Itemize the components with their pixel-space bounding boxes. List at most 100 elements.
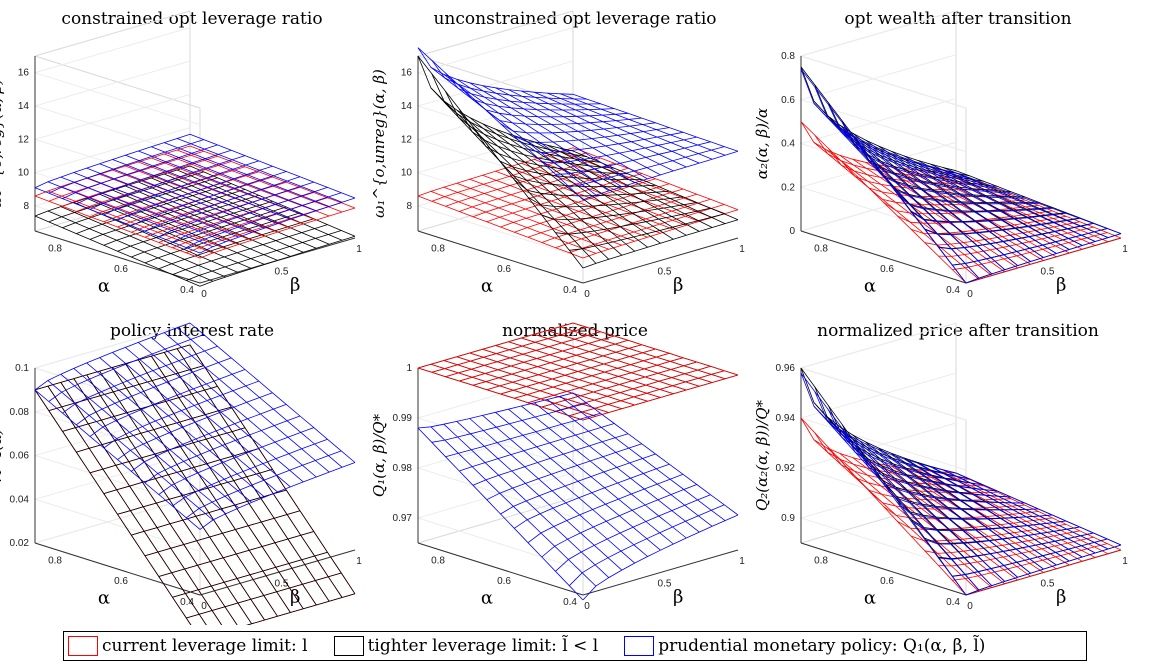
surface-mesh-line xyxy=(546,399,713,527)
surface-mesh-line xyxy=(164,173,330,245)
surface-mesh-line xyxy=(534,91,700,164)
surface-mesh-line xyxy=(559,93,726,156)
surface-mesh-line xyxy=(495,170,661,234)
surface-3 xyxy=(34,322,356,530)
surface-mesh-line xyxy=(430,87,597,264)
z-axis-label: ω₁^{o,unreg}(α, β) xyxy=(370,69,388,218)
alpha-tick-label: 0.6 xyxy=(497,264,511,275)
z-axis-label: r₁^I(α) xyxy=(0,429,5,483)
alpha-axis-line xyxy=(34,542,201,596)
surface-mesh-line xyxy=(430,191,597,254)
surface-mesh-line xyxy=(186,450,342,519)
beta-tick-label: 0.5 xyxy=(658,579,672,590)
z-tick-label: 14 xyxy=(18,101,30,112)
surface-mesh-line xyxy=(456,109,623,256)
beta-tick-label: 1 xyxy=(1122,244,1128,255)
surface-mesh-line xyxy=(430,66,597,196)
panel-title: constrained opt leverage ratio xyxy=(61,9,322,29)
surface-mesh-line xyxy=(131,404,287,472)
beta-tick-label: 1 xyxy=(1122,556,1128,567)
surface-mesh-line xyxy=(904,467,1070,566)
surface-mesh-line xyxy=(86,374,253,625)
surface-mesh-line xyxy=(955,472,1122,551)
surface-mesh-line xyxy=(582,150,739,201)
surface-mesh-line xyxy=(47,385,207,625)
surface-mesh-line xyxy=(86,362,252,503)
surface-mesh-line xyxy=(942,169,1109,238)
legend-item-current: current leverage limit: l xyxy=(68,636,308,656)
surface-mesh-line xyxy=(952,228,1108,266)
surface-mesh-line xyxy=(151,177,317,249)
alpha-axis-label: α xyxy=(481,275,493,296)
panel-title: normalized price after transition xyxy=(817,321,1099,341)
surface-mesh-line xyxy=(443,74,610,192)
surface-mesh-line xyxy=(942,171,1109,243)
axes-edge xyxy=(34,10,191,57)
surface-3 xyxy=(800,68,1122,284)
surface-mesh-line xyxy=(189,145,356,209)
surface-mesh-line xyxy=(582,209,739,259)
alpha-tick-label: 0.8 xyxy=(48,243,62,254)
alpha-axis-label: α xyxy=(864,275,876,296)
surface-mesh-line xyxy=(878,449,1044,570)
surface-mesh-line xyxy=(60,176,226,243)
alpha-tick-label: 0.6 xyxy=(114,264,128,275)
surface-mesh-line xyxy=(163,352,330,602)
panel-title: policy interest rate xyxy=(110,321,274,341)
surface-mesh-line xyxy=(131,206,287,258)
surface-mesh-line xyxy=(60,382,223,625)
surface-mesh-line xyxy=(34,389,192,625)
surface-mesh-line xyxy=(186,230,342,281)
alpha-tick-label: 0.6 xyxy=(497,576,511,587)
alpha-tick-label: 0.4 xyxy=(946,597,960,608)
surface-mesh-line xyxy=(151,337,317,478)
surface-3 xyxy=(800,372,1122,596)
surface-mesh-line xyxy=(813,103,980,279)
surface-3 xyxy=(417,47,739,201)
surface-mesh-line xyxy=(417,47,574,95)
surface-mesh-line xyxy=(534,141,700,232)
surface-mesh-line xyxy=(246,593,356,625)
beta-tick-label: 1 xyxy=(356,556,362,567)
surface-mesh-line xyxy=(76,357,232,426)
surface-mesh-line xyxy=(482,348,648,402)
beta-tick-label: 1 xyxy=(739,556,745,567)
panel-title: unconstrained opt leverage ratio xyxy=(433,9,716,29)
z-tick-label: 0.96 xyxy=(776,363,796,374)
surface-mesh-line xyxy=(508,166,674,230)
surface-mesh-line xyxy=(48,334,204,402)
surface-panel-5: normalized price0.970.980.99100.510.40.6… xyxy=(370,321,745,612)
legend-label: current leverage limit: l xyxy=(102,636,308,656)
surface-mesh-line xyxy=(942,471,1109,555)
panel-title: opt wealth after transition xyxy=(844,9,1071,29)
surface-mesh-line xyxy=(125,185,291,257)
surface-mesh-line xyxy=(99,193,265,265)
surface-mesh-line xyxy=(942,469,1109,550)
alpha-tick-label: 0.4 xyxy=(563,285,577,296)
surface-mesh-line xyxy=(117,392,273,460)
beta-tick-label: 0 xyxy=(584,289,590,300)
surface-mesh-line xyxy=(559,147,726,224)
surface-mesh-line xyxy=(163,332,330,473)
surface-3 xyxy=(34,133,356,254)
legend-label: prudential monetary policy: Q₁(α, β, l̃) xyxy=(658,636,986,656)
surface-3 xyxy=(417,392,739,601)
surface-mesh-line xyxy=(800,121,967,284)
alpha-axis-line xyxy=(800,542,967,596)
surface-mesh-line xyxy=(482,123,648,248)
legend: current leverage limit: l tighter levera… xyxy=(63,631,1087,661)
surface-mesh-line xyxy=(955,472,1122,546)
axis-lines xyxy=(34,368,356,596)
surface-mesh-line xyxy=(930,466,1096,554)
alpha-tick-label: 0.6 xyxy=(880,576,894,587)
surface-mesh-line xyxy=(417,392,574,429)
alpha-tick-label: 0.4 xyxy=(180,597,194,608)
surface-mesh-line xyxy=(34,215,201,287)
surface-mesh-line xyxy=(125,347,291,488)
axes-edge xyxy=(417,497,574,544)
surface-mesh-line xyxy=(569,504,725,586)
surface-panel-3: opt wealth after transition 0 0.2 0.4 0.6 0.8… xyxy=(753,9,1128,300)
surface-mesh-line xyxy=(572,392,739,516)
legend-item-prudential: prudential monetary policy: Q₁(α, β, l̃) xyxy=(624,636,985,656)
legend-label: tighter leverage limit: l̃ < l xyxy=(367,636,599,656)
